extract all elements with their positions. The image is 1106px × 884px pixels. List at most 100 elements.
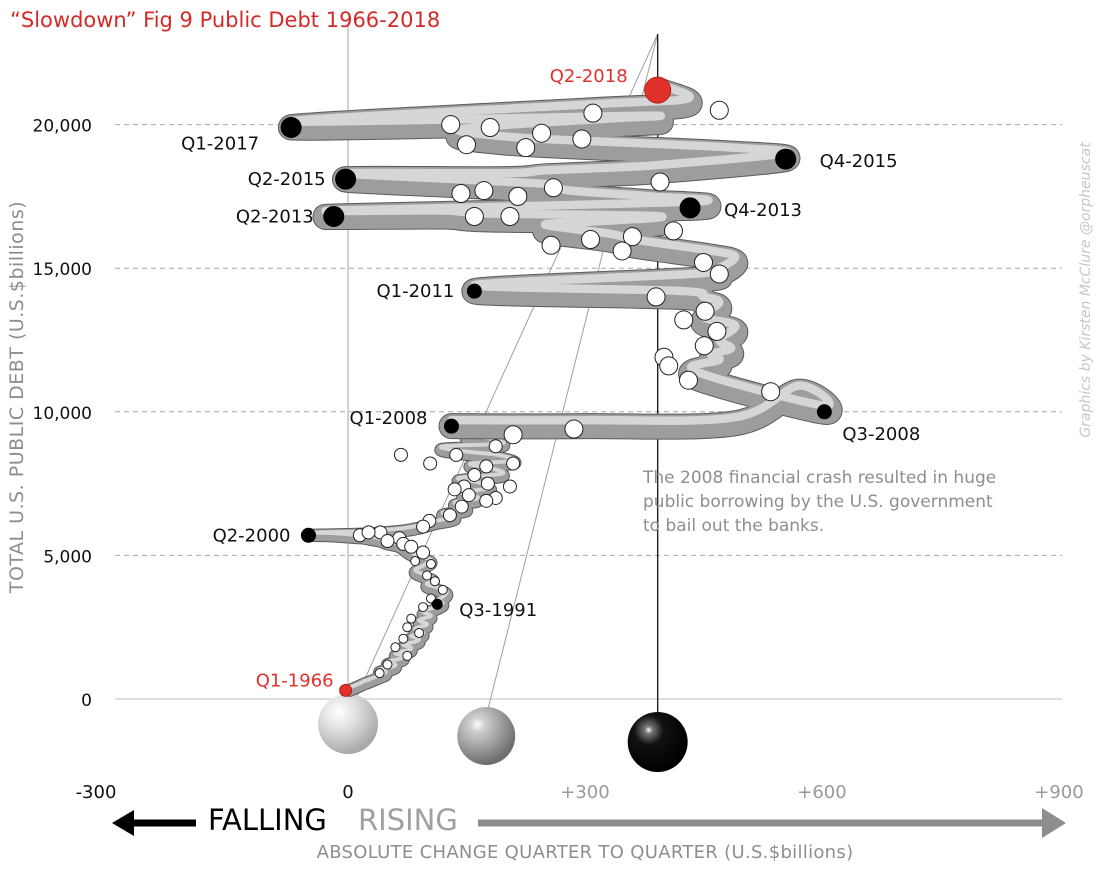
- gridlines: [115, 124, 1062, 556]
- y-tick-label: 10,000: [33, 404, 92, 424]
- key-point-label: Q4-2015: [820, 151, 898, 172]
- key-point-label: Q1-2008: [350, 408, 428, 429]
- y-tick-label: 0: [81, 691, 92, 711]
- data-point: [467, 467, 482, 482]
- debt-spiral: [278, 77, 843, 697]
- data-point: [650, 172, 670, 192]
- data-point: [404, 539, 419, 554]
- data-point: [572, 129, 592, 149]
- data-point: [464, 207, 484, 227]
- data-point: [406, 613, 417, 624]
- data-point: [454, 499, 469, 514]
- x-tick-label: +900: [1034, 782, 1083, 803]
- x-tick-label: 0: [342, 782, 353, 803]
- pendulum-ball: [457, 707, 516, 765]
- key-point-label: Q2-2013: [236, 207, 314, 228]
- data-point: [382, 659, 393, 670]
- data-point: [416, 519, 431, 534]
- key-point: [644, 76, 672, 104]
- chart-title: “Slowdown” Fig 9 Public Debt 1966-2018: [10, 8, 441, 32]
- key-point: [323, 206, 345, 228]
- data-point: [402, 650, 413, 661]
- data-point: [461, 488, 476, 503]
- key-point-label: Q1-1966: [256, 670, 334, 691]
- data-point: [678, 370, 698, 390]
- data-point: [541, 235, 561, 255]
- data-point: [414, 627, 425, 638]
- key-point: [679, 197, 701, 219]
- annotation-text: The 2008 financial crash resulted in hug…: [643, 468, 997, 536]
- tick-labels: 0 5,000 10,000 15,000 20,000 -300 0 +300 +600 +90…: [33, 117, 1084, 803]
- key-point: [431, 598, 443, 610]
- data-point: [480, 117, 500, 137]
- data-point: [488, 439, 503, 454]
- data-point: [508, 186, 528, 206]
- data-point: [447, 482, 462, 497]
- x-tick-label: +600: [797, 782, 846, 803]
- data-point: [503, 425, 523, 445]
- data-point: [612, 241, 632, 261]
- data-point: [659, 356, 679, 376]
- data-point: [422, 570, 432, 581]
- data-point: [709, 100, 729, 120]
- y-tick-label: 20,000: [33, 117, 92, 137]
- data-point: [694, 336, 714, 356]
- falling-arrow-head: [112, 810, 134, 836]
- data-point: [707, 321, 727, 341]
- data-point: [709, 264, 729, 284]
- data-point: [380, 534, 395, 549]
- key-point-label: Q2-2000: [213, 525, 291, 546]
- data-point: [532, 123, 552, 143]
- x-axis-label: ABSOLUTE CHANGE QUARTER TO QUARTER (U.S.…: [316, 842, 854, 863]
- data-point: [374, 668, 385, 679]
- data-point: [418, 602, 429, 613]
- data-point: [423, 456, 438, 471]
- key-point: [335, 168, 357, 190]
- data-point: [581, 229, 601, 249]
- data-point: [564, 419, 584, 439]
- y-tick-label: 15,000: [33, 260, 92, 280]
- data-point: [695, 301, 715, 321]
- x-tick-label: -300: [76, 782, 117, 803]
- data-point: [583, 103, 603, 123]
- data-point: [543, 178, 563, 198]
- data-point: [425, 559, 436, 570]
- data-point: [502, 479, 517, 494]
- rising-arrow-head: [1042, 808, 1066, 838]
- data-point: [646, 287, 666, 307]
- data-point: [694, 252, 713, 272]
- data-point: [474, 181, 494, 201]
- data-point: [441, 115, 461, 135]
- data-point: [479, 459, 494, 474]
- data-point: [393, 447, 408, 462]
- key-point-label: Q2-2015: [248, 169, 326, 190]
- data-point: [410, 556, 421, 567]
- direction-arrows: [112, 808, 1066, 838]
- falling-label: FALLING: [208, 803, 327, 837]
- data-point: [402, 622, 413, 633]
- data-point: [506, 456, 521, 471]
- key-point: [816, 404, 832, 420]
- x-tick-label: +300: [560, 782, 609, 803]
- pendulum-ball: [318, 694, 378, 754]
- data-point: [416, 545, 431, 560]
- key-point-label: Q3-2008: [842, 424, 920, 445]
- y-axis-label: TOTAL U.S. PUBLIC DEBT (U.S.$billions): [6, 200, 28, 594]
- data-point: [429, 576, 440, 587]
- data-point: [451, 184, 471, 204]
- data-point: [442, 508, 457, 523]
- key-point: [280, 116, 302, 138]
- key-point-label: Q1-2011: [376, 281, 454, 302]
- data-point: [398, 633, 409, 644]
- key-points: Q2-2018 Q1-2017 Q4-2015 Q2-2015 Q4-2013 Q2-20…: [181, 66, 920, 697]
- data-point: [449, 447, 464, 462]
- data-markers: [352, 100, 796, 679]
- rising-label: RISING: [358, 803, 458, 837]
- data-point: [761, 382, 781, 402]
- key-point-label: Q4-2013: [724, 200, 802, 221]
- key-point: [339, 683, 353, 697]
- data-point: [674, 310, 694, 330]
- pendulum-ball: [627, 712, 688, 772]
